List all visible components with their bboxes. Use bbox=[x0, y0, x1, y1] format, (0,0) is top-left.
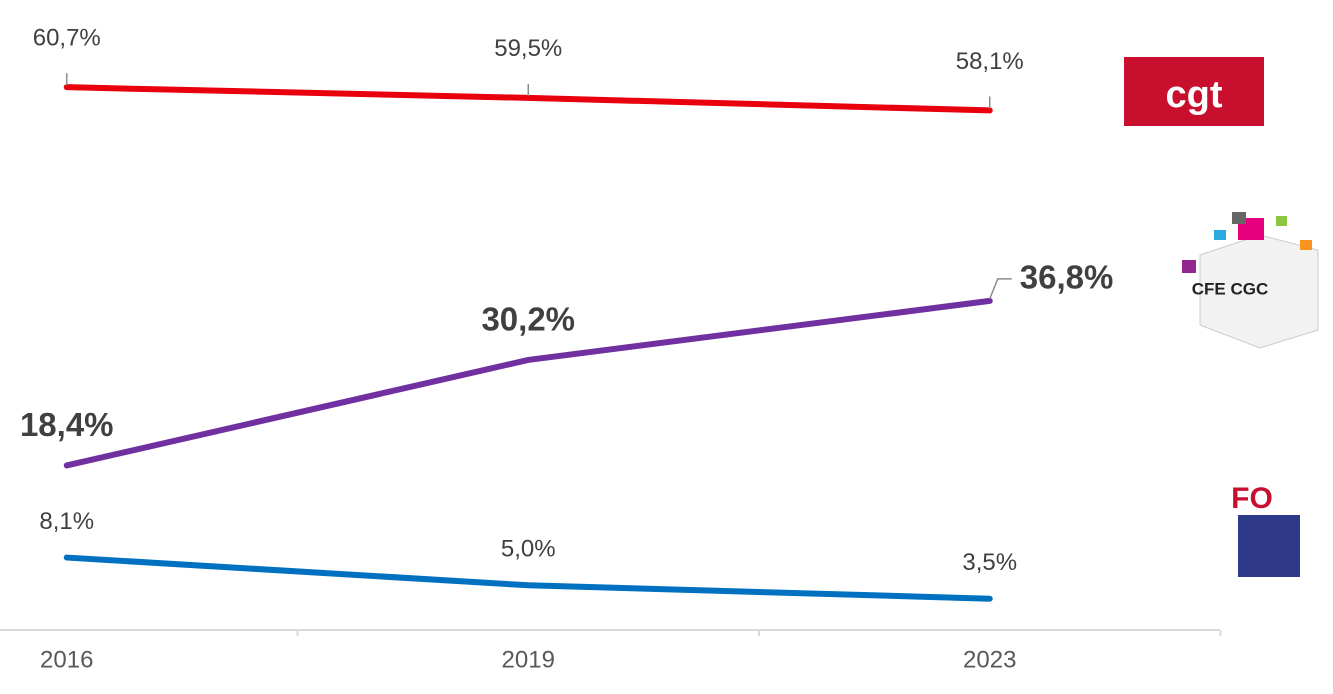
logo-cube bbox=[1300, 240, 1312, 250]
data-label: 8,1% bbox=[39, 508, 94, 535]
x-tick-label: 2023 bbox=[963, 646, 1016, 673]
data-label: 59,5% bbox=[494, 35, 562, 62]
series-line bbox=[63, 554, 993, 602]
logo-cfe-cgc: CFE CGC bbox=[1182, 212, 1319, 349]
legend-label: CFE CGC bbox=[1192, 279, 1269, 298]
series-line bbox=[63, 297, 993, 469]
data-label: 3,5% bbox=[962, 549, 1017, 576]
legend-label: FO bbox=[1231, 482, 1273, 515]
data-label: 36,8% bbox=[1020, 259, 1114, 296]
data-label: 60,7% bbox=[33, 25, 101, 52]
legend-label: cgt bbox=[1166, 74, 1223, 116]
data-label: 5,0% bbox=[501, 536, 556, 563]
logo-cube bbox=[1182, 260, 1196, 273]
logo-fo: FO bbox=[1231, 482, 1300, 577]
logo-cube bbox=[1276, 216, 1287, 226]
data-label: 58,1% bbox=[956, 48, 1024, 75]
logo-bg bbox=[1124, 57, 1264, 126]
logo-bg bbox=[1238, 515, 1300, 577]
logo-cube bbox=[1214, 230, 1226, 240]
logo-cgt: cgt bbox=[1124, 57, 1264, 126]
series-line bbox=[63, 84, 993, 114]
logo-cube bbox=[1232, 212, 1246, 224]
x-tick-label: 2016 bbox=[40, 646, 93, 673]
leader-line bbox=[989, 278, 1012, 300]
data-label: 30,2% bbox=[481, 301, 575, 338]
x-tick-label: 2019 bbox=[502, 646, 555, 673]
data-label: 18,4% bbox=[20, 406, 114, 443]
